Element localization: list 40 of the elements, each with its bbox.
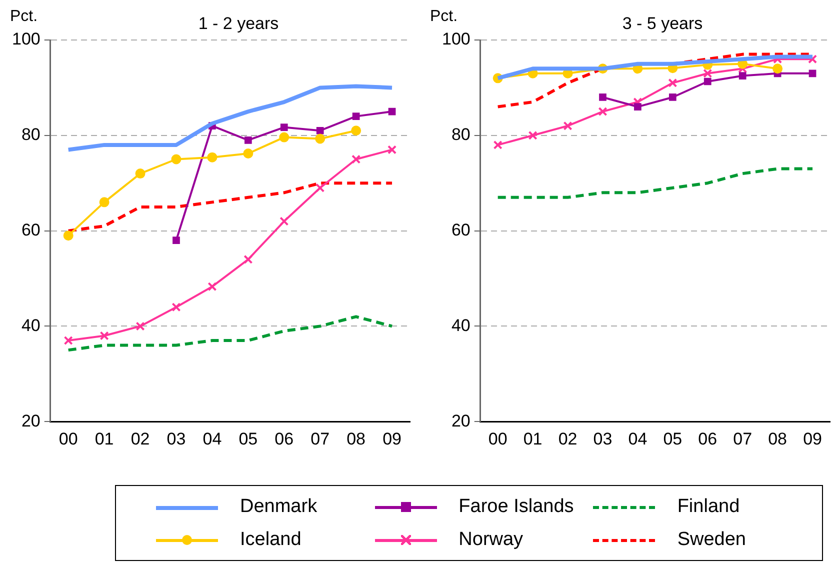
y-tick-label: 40 (21, 316, 40, 335)
y-tick-label: 20 (21, 411, 40, 430)
x-tick-label: 00 (58, 429, 78, 448)
y-tick-label: 60 (21, 220, 40, 240)
x-tick-label: 06 (274, 429, 294, 448)
x-tick-label: 06 (698, 429, 718, 448)
x-tick-label: 04 (628, 429, 648, 448)
y-tick-label: 80 (21, 125, 40, 144)
y-tick-label: 100 (442, 30, 470, 49)
y-tick-label: 80 (451, 125, 470, 144)
x-tick-label: 05 (663, 429, 682, 448)
chart-title: 3 - 5 years (621, 14, 704, 34)
x-tick-label: 04 (202, 429, 222, 448)
x-tick-label: 00 (488, 429, 508, 448)
legend-label: Finland (677, 496, 740, 518)
x-tick-label: 08 (768, 429, 788, 448)
legend-label: Denmark (240, 496, 318, 518)
y-axis-title: Pct. (430, 8, 458, 26)
x-tick-label: 02 (130, 429, 150, 448)
chart-title: 1 - 2 years (197, 14, 280, 34)
y-tick-label: 20 (451, 411, 470, 430)
x-tick-label: 03 (593, 429, 612, 448)
x-tick-label: 07 (733, 429, 752, 448)
legend-label: Sweden (677, 528, 746, 550)
x-tick-label: 02 (558, 429, 578, 448)
x-tick-label: 03 (166, 429, 186, 448)
y-tick-label: 60 (451, 220, 470, 240)
x-tick-label: 07 (310, 429, 330, 448)
x-tick-label: 08 (346, 429, 366, 448)
y-tick-label: 40 (451, 316, 470, 335)
x-tick-label: 09 (803, 429, 822, 448)
y-tick-label: 100 (12, 30, 40, 49)
x-tick-label: 09 (382, 429, 402, 448)
x-tick-label: 01 (523, 429, 542, 448)
y-axis-title: Pct. (10, 8, 38, 26)
x-tick-label: 05 (238, 429, 258, 448)
x-tick-label: 01 (94, 429, 114, 448)
legend-label: Norway (458, 528, 524, 550)
legend-label: Iceland (240, 528, 302, 550)
legend-label: Faroe Islands (458, 496, 574, 518)
